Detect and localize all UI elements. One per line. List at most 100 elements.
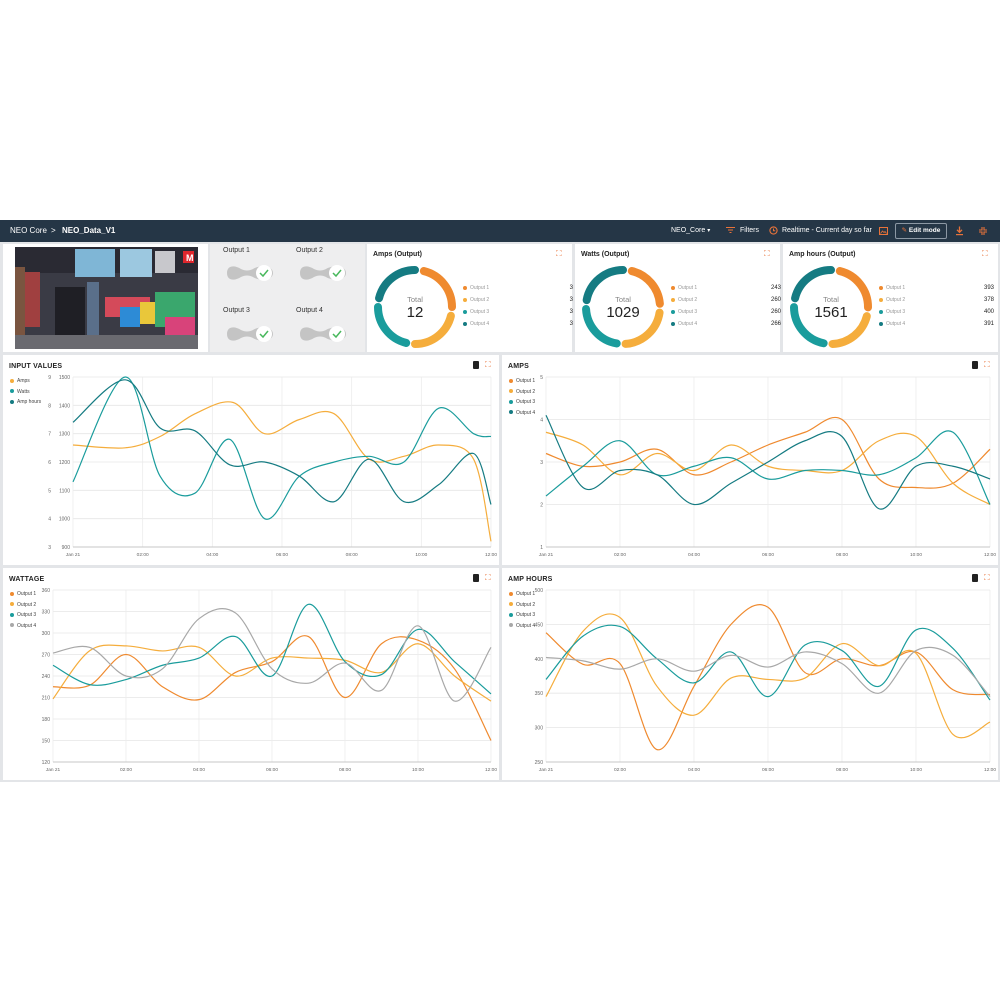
breadcrumb-root[interactable]: NEO Core	[10, 226, 47, 235]
donut-legend-item[interactable]: Output 4 266	[671, 318, 781, 330]
series-line-watts[interactable]	[72, 376, 492, 520]
legend-item[interactable]: Output 2	[509, 387, 535, 398]
x-tick-label: 12:00	[984, 552, 996, 558]
donut-legend-item[interactable]: Output 3 400	[879, 306, 994, 318]
export-icon[interactable]	[972, 574, 978, 582]
donut-slice-output-2[interactable]	[828, 312, 871, 348]
legend-dot	[10, 602, 14, 607]
series-line-output-1[interactable]	[545, 604, 991, 751]
legend-dot	[879, 297, 883, 302]
legend-value: 3	[569, 321, 573, 327]
donut-slice-output-3[interactable]	[374, 303, 411, 347]
legend-item[interactable]: Output 3	[509, 610, 535, 621]
legend-item[interactable]: Amp hours	[10, 397, 41, 408]
expand-icon[interactable]: ⛶	[485, 573, 491, 582]
donut-slice-output-4[interactable]	[582, 266, 627, 305]
donut-legend-item[interactable]: Output 3 260	[671, 306, 781, 318]
donut-slice-output-4[interactable]	[791, 266, 835, 303]
series-line-output-3[interactable]	[545, 430, 991, 505]
donut-legend-item[interactable]: Output 1 3	[463, 282, 573, 294]
series-line-amp-hours[interactable]	[72, 379, 492, 505]
outputs-panel: Output 1 Output 2 Output 3 Output 4	[210, 244, 365, 352]
expand-icon[interactable]: ⛶	[556, 249, 562, 258]
y-tick-label: 350	[535, 691, 544, 697]
legend-item[interactable]: Output 4	[10, 621, 36, 632]
image-icon[interactable]	[879, 227, 888, 235]
series-line-output-3[interactable]	[545, 624, 991, 701]
donut-legend-item[interactable]: Output 4 391	[879, 318, 994, 330]
y-tick-label: 6	[48, 460, 51, 466]
x-tick-label: 02:00	[614, 767, 626, 773]
series-line-amps[interactable]	[72, 401, 492, 542]
legend-item[interactable]: Output 4	[509, 621, 535, 632]
legend-dot	[671, 321, 675, 326]
donut-legend-item[interactable]: Output 3 3	[463, 306, 573, 318]
legend-item[interactable]: Amps	[10, 376, 41, 387]
export-icon[interactable]	[473, 361, 479, 369]
donut-legend-item[interactable]: Output 2 260	[671, 294, 781, 306]
legend-item[interactable]: Output 2	[10, 600, 36, 611]
series-line-output-4[interactable]	[545, 646, 991, 698]
download-icon[interactable]	[955, 226, 964, 236]
donut-slice-output-1[interactable]	[627, 267, 664, 308]
donut-slice-output-3[interactable]	[582, 304, 621, 348]
expand-icon[interactable]: ⛶	[984, 573, 990, 582]
x-tick-label: 02:00	[137, 552, 149, 558]
legend-item[interactable]: Output 2	[509, 600, 535, 611]
donut-legend-item[interactable]: Output 4 3	[463, 318, 573, 330]
series-line-output-2[interactable]	[545, 431, 991, 506]
legend-dot	[509, 378, 513, 383]
output-3-toggle[interactable]	[225, 323, 275, 345]
dashboard: NEO Core > NEO_Data_V1 NEO_Core ▾ Filter…	[0, 220, 1000, 782]
y-tick-label: 360	[42, 588, 51, 594]
chart-legend: Output 1 Output 2 Output 3 Output 4	[10, 589, 36, 631]
series-line-output-2[interactable]	[545, 613, 991, 739]
donut-slice-output-4[interactable]	[375, 266, 419, 303]
legend-item[interactable]: Output 4	[509, 408, 535, 419]
legend-item[interactable]: Output 3	[10, 610, 36, 621]
donut-slice-output-2[interactable]	[621, 308, 664, 348]
expand-icon[interactable]: ⛶	[984, 360, 990, 369]
y2-tick-label: 1400	[59, 403, 70, 409]
expand-icon[interactable]: ⛶	[982, 249, 988, 258]
donut-legend-item[interactable]: Output 2 378	[879, 294, 994, 306]
donut-legend-item[interactable]: Output 1 393	[879, 282, 994, 294]
legend-label: Output 4	[17, 622, 37, 629]
x-tick-label: 12:00	[485, 552, 497, 558]
donut-slice-output-2[interactable]	[411, 311, 455, 348]
y-tick-label: 4	[48, 517, 51, 523]
donut-slice-output-1[interactable]	[419, 267, 456, 311]
realtime-button[interactable]: Realtime - Current day so far	[769, 220, 872, 242]
series-line-output-2[interactable]	[52, 643, 492, 702]
series-line-output-3[interactable]	[52, 603, 492, 695]
series-line-output-1[interactable]	[545, 417, 991, 489]
edit-mode-button[interactable]: ✎ Edit mode	[895, 223, 947, 239]
legend-item[interactable]: Output 1	[10, 589, 36, 600]
filters-button[interactable]: Filters	[726, 220, 759, 242]
legend-item[interactable]: Output 1	[509, 376, 535, 387]
y-tick-label: 500	[535, 588, 544, 594]
export-icon[interactable]	[473, 574, 479, 582]
collapse-icon[interactable]	[979, 227, 987, 235]
donut-legend-item[interactable]: Output 1 243	[671, 282, 781, 294]
donut-legend-item[interactable]: Output 2 3	[463, 294, 573, 306]
expand-icon[interactable]: ⛶	[764, 249, 770, 258]
top-bar: NEO Core > NEO_Data_V1 NEO_Core ▾ Filter…	[0, 220, 1000, 242]
legend-dot	[509, 591, 513, 596]
source-dropdown[interactable]: NEO_Core ▾	[671, 220, 710, 242]
legend-item[interactable]: Output 3	[509, 397, 535, 408]
legend-item[interactable]: Watts	[10, 387, 41, 398]
expand-icon[interactable]: ⛶	[485, 360, 491, 369]
svg-text:M: M	[186, 253, 194, 263]
series-line-output-4[interactable]	[545, 414, 991, 510]
donut-slice-output-3[interactable]	[790, 303, 828, 348]
donut-slice-output-1[interactable]	[835, 267, 872, 312]
output-1-toggle[interactable]	[225, 262, 275, 284]
legend-item[interactable]: Output 1	[509, 589, 535, 600]
export-icon[interactable]	[972, 361, 978, 369]
output-2-toggle[interactable]	[298, 262, 348, 284]
y-tick-label: 300	[535, 726, 544, 732]
series-line-output-1[interactable]	[52, 635, 492, 741]
series-line-output-4[interactable]	[52, 608, 492, 702]
output-4-toggle[interactable]	[298, 323, 348, 345]
